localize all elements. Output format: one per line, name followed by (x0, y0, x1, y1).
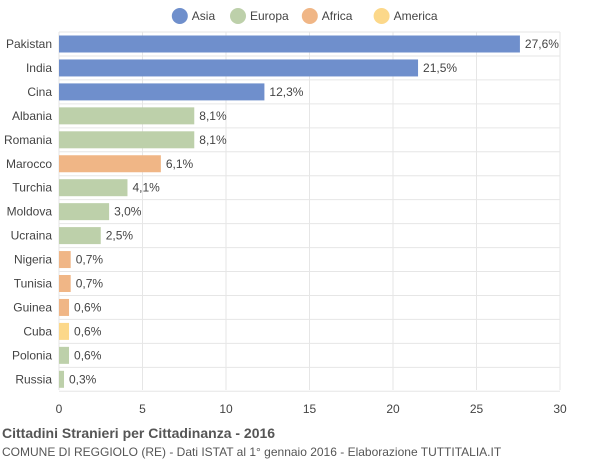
value-label-guinea: 0,6% (74, 300, 102, 314)
x-tick-label-10: 10 (219, 402, 233, 416)
chart-grid (58, 31, 561, 392)
category-label-moldova: Moldova (7, 205, 53, 219)
x-axis-ticks: 0 5 10 15 20 25 30 (56, 402, 567, 416)
value-label-ucraina: 2,5% (106, 229, 134, 243)
value-label-tunisia: 0,7% (76, 277, 104, 291)
x-tick-label-30: 30 (553, 402, 567, 416)
x-tick-label-15: 15 (303, 402, 317, 416)
x-tick-label-20: 20 (386, 402, 400, 416)
bar-ucraina (59, 227, 101, 245)
category-label-cina: Cina (27, 85, 52, 99)
bar-albania (59, 107, 195, 125)
y-axis-labels: Pakistan India Cina Albania Romania Marocco Tu… (4, 37, 52, 386)
value-label-polonia: 0,6% (74, 348, 102, 362)
value-label-marocco: 6,1% (166, 157, 194, 171)
value-label-turchia: 4,1% (132, 181, 160, 195)
legend-label-asia: Asia (192, 9, 216, 23)
category-label-pakistan: Pakistan (6, 37, 52, 51)
legend-swatch-africa (301, 8, 318, 24)
category-label-ucraina: Ucraina (11, 229, 53, 243)
legend-swatch-europa (230, 8, 246, 24)
legend-label-europa: Europa (250, 9, 289, 23)
legend-label-america: America (394, 9, 438, 23)
category-label-albania: Albania (12, 109, 52, 123)
bar-turchia (59, 179, 128, 197)
chart-bars (59, 35, 520, 388)
bar-marocco (59, 155, 161, 173)
value-label-india: 21,5% (423, 61, 457, 75)
value-label-romania: 8,1% (199, 133, 227, 147)
bar-cuba (59, 322, 70, 340)
category-label-marocco: Marocco (6, 157, 52, 171)
value-label-cuba: 0,6% (74, 324, 102, 338)
legend-label-africa: Africa (322, 9, 353, 23)
bar-tunisia (59, 275, 71, 292)
value-label-russia: 0,3% (69, 372, 97, 386)
category-label-india: India (26, 61, 52, 75)
chart-title: Cittadini Stranieri per Cittadinanza - 2… (2, 425, 276, 441)
bar-chart: Asia Europa Africa America Pakistan India Cin… (4, 8, 567, 416)
bar-romania (59, 131, 195, 149)
value-label-nigeria: 0,7% (76, 253, 104, 267)
bar-pakistan (59, 35, 520, 53)
category-label-guinea: Guinea (13, 300, 52, 314)
bar-cina (59, 83, 265, 101)
value-label-cina: 12,3% (269, 85, 303, 99)
legend-swatch-america (373, 8, 390, 24)
x-tick-label-0: 0 (56, 402, 63, 416)
value-label-albania: 8,1% (199, 109, 227, 123)
value-labels: 27,6%21,5%12,3%8,1%8,1%6,1%4,1%3,0%2,5%0… (69, 37, 559, 386)
category-label-tunisia: Tunisia (14, 277, 53, 291)
category-label-romania: Romania (4, 133, 52, 147)
category-label-cuba: Cuba (23, 324, 52, 338)
bar-polonia (59, 346, 70, 364)
value-label-moldova: 3,0% (114, 205, 142, 219)
bar-russia (59, 370, 65, 388)
category-label-turchia: Turchia (12, 181, 52, 195)
category-label-russia: Russia (15, 372, 52, 386)
bar-moldova (59, 203, 110, 221)
chart-subtitle: COMUNE DI REGGIOLO (RE) - Dati ISTAT al … (2, 445, 502, 459)
chart-legend: Asia Europa Africa America (171, 8, 438, 24)
category-label-polonia: Polonia (12, 348, 52, 362)
bar-india (59, 59, 419, 77)
x-tick-label-5: 5 (139, 402, 146, 416)
bar-guinea (59, 298, 70, 316)
x-tick-label-25: 25 (470, 402, 484, 416)
legend-swatch-asia (171, 8, 188, 24)
bar-nigeria (59, 251, 71, 269)
value-label-pakistan: 27,6% (525, 37, 559, 51)
category-label-nigeria: Nigeria (14, 253, 52, 267)
